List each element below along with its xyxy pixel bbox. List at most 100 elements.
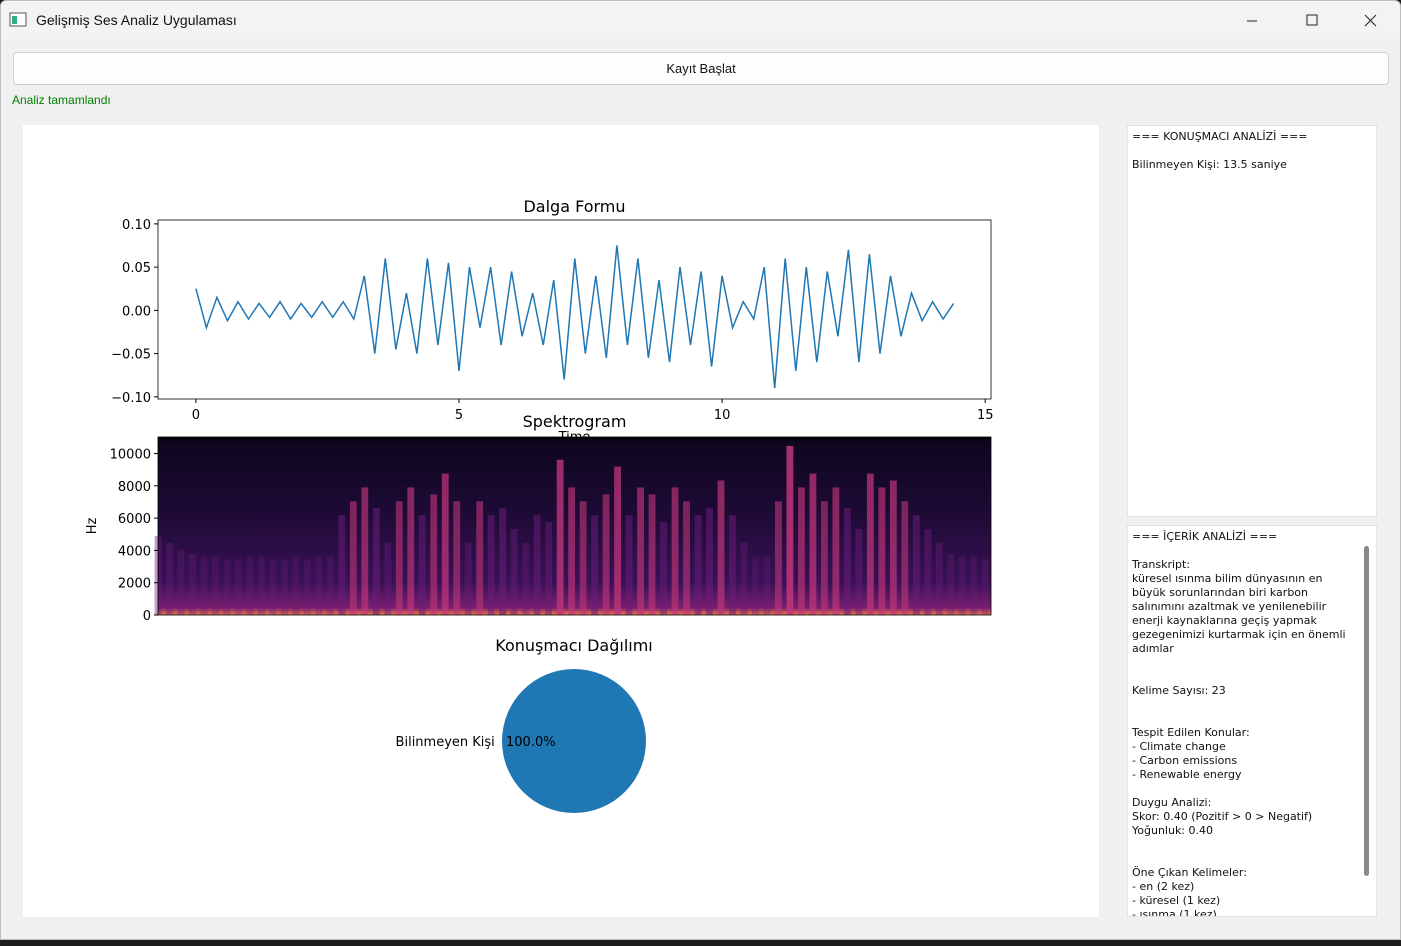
- spectral-energy: [338, 515, 346, 615]
- spectral-energy: [763, 556, 771, 615]
- spectral-energy: [843, 508, 851, 615]
- spectral-energy: [280, 559, 288, 615]
- spectral-energy: [947, 553, 955, 615]
- spectral-energy: [522, 542, 530, 615]
- app-icon-detail: [12, 16, 17, 24]
- transcript-label: Transkript:: [1132, 558, 1191, 571]
- spectral-energy: [889, 480, 897, 615]
- spectral-energy: [602, 494, 610, 615]
- spectral-energy: [797, 487, 805, 615]
- spectral-energy: [464, 542, 472, 615]
- spectral-energy: [912, 515, 920, 615]
- spectral-energy: [568, 487, 576, 615]
- spectral-energy: [257, 556, 265, 615]
- plot-canvas: Dalga FormuTime051015−0.10−0.050.000.050…: [23, 125, 1099, 917]
- x-tick-label: 0: [192, 408, 200, 423]
- y-tick-label: 2000: [118, 577, 151, 592]
- y-tick-label: 6000: [118, 512, 151, 527]
- spectral-energy: [935, 542, 943, 615]
- y-tick-label: 8000: [118, 480, 151, 495]
- spectral-energy: [430, 494, 438, 615]
- word-count: Kelime Sayısı: 23: [1132, 684, 1226, 697]
- spectral-energy: [349, 501, 357, 615]
- panel-heading: === İÇERİK ANALİZİ ===: [1132, 530, 1278, 543]
- record-button[interactable]: Kayıt Başlat: [13, 52, 1389, 85]
- spectral-energy: [476, 501, 484, 615]
- spectral-energy: [694, 515, 702, 615]
- spectral-energy: [223, 559, 231, 615]
- spectral-energy: [441, 473, 449, 615]
- spectral-energy: [878, 487, 886, 615]
- close-button[interactable]: [1364, 14, 1377, 27]
- spectral-energy: [637, 487, 644, 615]
- spectral-energy: [729, 515, 736, 615]
- spectral-energy: [820, 501, 828, 615]
- spectral-energy: [292, 556, 300, 615]
- y-axis-label: Hz: [85, 518, 100, 535]
- x-tick-label: 15: [977, 408, 994, 423]
- y-tick-label: 10000: [110, 448, 151, 463]
- spectral-energy: [901, 501, 909, 615]
- keyword: - ısınma (1 kez): [1132, 908, 1217, 917]
- panel-line: Bilinmeyen Kişi: 13.5 saniye: [1132, 158, 1287, 171]
- topic: - Climate change: [1132, 740, 1226, 753]
- spectral-energy: [809, 473, 817, 615]
- spectral-energy: [545, 522, 553, 615]
- spectral-energy: [418, 515, 426, 615]
- spectral-energy: [326, 556, 334, 615]
- spectral-energy: [866, 473, 874, 615]
- spectral-energy: [614, 466, 622, 615]
- y-tick-label: −0.10: [111, 391, 151, 406]
- chart-title: Spektrogram: [523, 412, 627, 431]
- spectral-energy: [166, 542, 173, 615]
- spectral-energy: [970, 556, 978, 615]
- spectral-energy: [533, 515, 541, 615]
- maximize-button[interactable]: [1306, 14, 1318, 26]
- charts: Dalga FormuTime051015−0.10−0.050.000.050…: [85, 197, 994, 813]
- spectral-energy: [740, 542, 748, 615]
- spectral-energy: [591, 515, 599, 615]
- y-tick-label: 0: [143, 609, 151, 624]
- spectral-energy: [212, 556, 219, 615]
- sentiment-line: Yoğunluk: 0.40: [1132, 824, 1214, 837]
- panel-heading: === KONUŞMACI ANALİZİ ===: [1132, 130, 1308, 143]
- spectral-energy: [200, 556, 208, 615]
- keywords-label: Öne Çıkan Kelimeler:: [1132, 866, 1247, 879]
- transcript: küresel ısınma bilim dünyasının en büyük…: [1132, 572, 1346, 655]
- spectral-energy: [407, 487, 415, 615]
- spectral-energy: [556, 459, 564, 615]
- topic: - Renewable energy: [1132, 768, 1242, 781]
- spectral-energy: [660, 522, 667, 615]
- spectral-energy: [361, 487, 369, 615]
- spectral-energy: [832, 487, 840, 615]
- pie-slice: [502, 669, 646, 813]
- spectral-energy: [786, 445, 794, 615]
- window-title: Gelişmiş Ses Analiz Uygulaması: [36, 12, 237, 28]
- spectral-energy: [177, 549, 185, 615]
- sentiment-line: Skor: 0.40 (Pozitif > 0 > Negatif): [1132, 810, 1313, 823]
- spectral-energy: [671, 487, 679, 615]
- spectral-energy: [981, 559, 989, 615]
- y-tick-label: 0.10: [122, 218, 151, 233]
- spectral-energy: [855, 528, 863, 615]
- spectral-energy: [683, 501, 690, 615]
- title-icons: [9, 12, 1377, 27]
- spectral-energy: [625, 515, 633, 615]
- spectral-energy: [717, 480, 725, 615]
- status-text: Analiz tamamlandı: [12, 93, 111, 107]
- spectral-energy: [752, 556, 759, 615]
- spectral-energy: [269, 559, 277, 615]
- spectral-energy: [246, 556, 254, 615]
- spectral-energy: [384, 542, 392, 615]
- y-tick-label: 4000: [118, 544, 151, 559]
- axes-frame: [157, 219, 992, 400]
- topics-label: Tespit Edilen Konular:: [1132, 726, 1250, 739]
- scrollbar[interactable]: [1364, 546, 1369, 876]
- spectral-energy: [579, 501, 587, 615]
- spectral-energy: [453, 501, 461, 615]
- y-tick-label: 0.00: [122, 304, 151, 319]
- spectral-energy: [775, 501, 782, 615]
- spectral-energy: [706, 508, 713, 615]
- topic: - Carbon emissions: [1132, 754, 1238, 767]
